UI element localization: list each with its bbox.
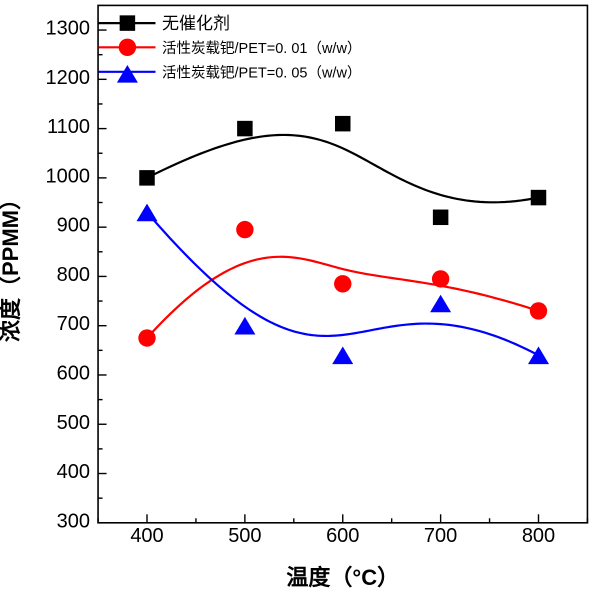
svg-text:无催化剂: 无催化剂 — [162, 14, 230, 33]
svg-text:1000: 1000 — [46, 165, 91, 187]
svg-text:1200: 1200 — [46, 67, 91, 89]
svg-text:温度（°C）: 温度（°C） — [286, 565, 399, 590]
svg-text:800: 800 — [57, 264, 90, 286]
svg-text:600: 600 — [57, 362, 90, 384]
svg-text:500: 500 — [228, 525, 261, 547]
svg-text:500: 500 — [57, 412, 90, 434]
svg-text:700: 700 — [57, 313, 90, 335]
svg-text:浓度（PPMM）: 浓度（PPMM） — [0, 188, 23, 342]
svg-text:活性炭载钯/PET=0. 01（w/w）: 活性炭载钯/PET=0. 01（w/w） — [162, 40, 361, 57]
svg-text:800: 800 — [522, 525, 555, 547]
svg-text:300: 300 — [57, 510, 90, 532]
svg-text:700: 700 — [424, 525, 457, 547]
svg-text:1100: 1100 — [47, 116, 90, 138]
svg-text:600: 600 — [326, 525, 359, 547]
svg-text:900: 900 — [57, 215, 90, 237]
svg-text:400: 400 — [57, 461, 90, 483]
svg-text:400: 400 — [130, 525, 163, 547]
svg-text:1300: 1300 — [46, 18, 91, 40]
svg-text:活性炭载钯/PET=0. 05（w/w）: 活性炭载钯/PET=0. 05（w/w） — [162, 65, 361, 82]
